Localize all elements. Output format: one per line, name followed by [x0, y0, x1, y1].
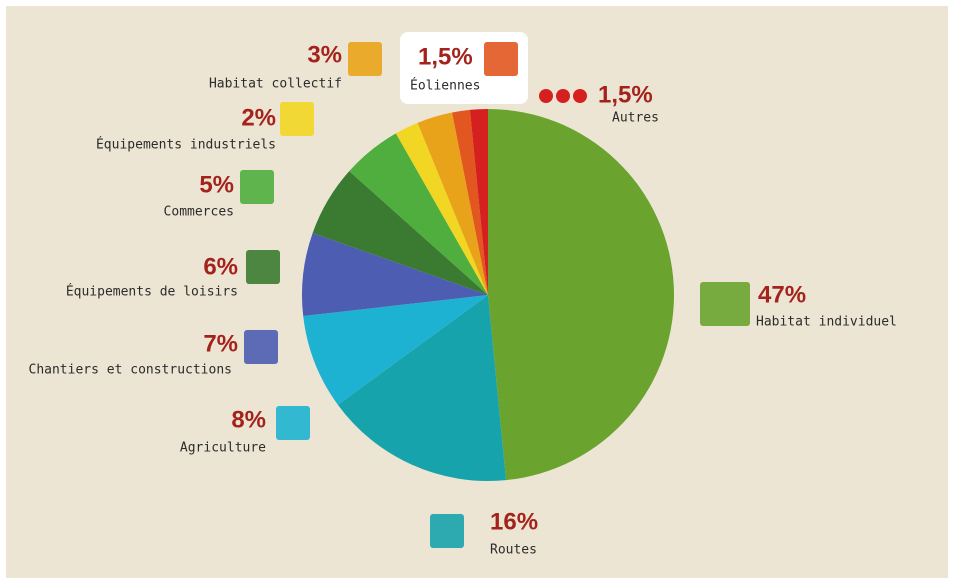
- slice: [469, 109, 488, 295]
- pie: [302, 109, 674, 481]
- category-label: Routes: [490, 543, 537, 558]
- icon: [276, 406, 310, 440]
- category-label: Habitat individuel: [756, 315, 897, 330]
- icon: [556, 89, 570, 103]
- value-label: 16%: [490, 508, 538, 535]
- slice: [452, 109, 488, 295]
- category-label: Commerces: [164, 205, 234, 220]
- value-label: 8%: [231, 406, 266, 433]
- slice: [312, 171, 488, 295]
- icon: [244, 330, 278, 364]
- value-label: 5%: [199, 171, 234, 198]
- value-label: 6%: [203, 253, 238, 280]
- category-label: Équipements industriels: [96, 137, 276, 153]
- icon: [430, 514, 464, 548]
- value-label: 1,5%: [598, 81, 653, 108]
- category-label: Agriculture: [180, 441, 266, 456]
- icon: [348, 42, 382, 76]
- category-label: Éoliennes: [410, 78, 480, 94]
- value-label: 2%: [241, 104, 276, 131]
- icon: [539, 89, 553, 103]
- icon: [700, 282, 750, 326]
- icon: [240, 170, 274, 204]
- category-label: Chantiers et constructions: [29, 363, 233, 378]
- slice: [349, 133, 488, 295]
- slice: [417, 112, 488, 296]
- slice: [302, 232, 488, 317]
- category-label: Autres: [612, 111, 659, 126]
- value-label: 1,5%: [418, 43, 473, 70]
- slice: [488, 109, 674, 481]
- value-label: 47%: [758, 281, 806, 308]
- value-label: 3%: [307, 41, 342, 68]
- icon: [573, 89, 587, 103]
- value-label: 7%: [203, 330, 238, 357]
- category-label: Habitat collectif: [209, 77, 342, 92]
- icon: [246, 250, 280, 284]
- slice: [303, 295, 488, 405]
- icon: [484, 42, 518, 76]
- slice: [395, 122, 488, 296]
- labels: 47% Habitat individuel 16% Routes 8% Agricult…: [29, 41, 897, 557]
- category-label: Équipements de loisirs: [66, 284, 238, 300]
- icon: [280, 102, 314, 136]
- slice: [337, 295, 507, 481]
